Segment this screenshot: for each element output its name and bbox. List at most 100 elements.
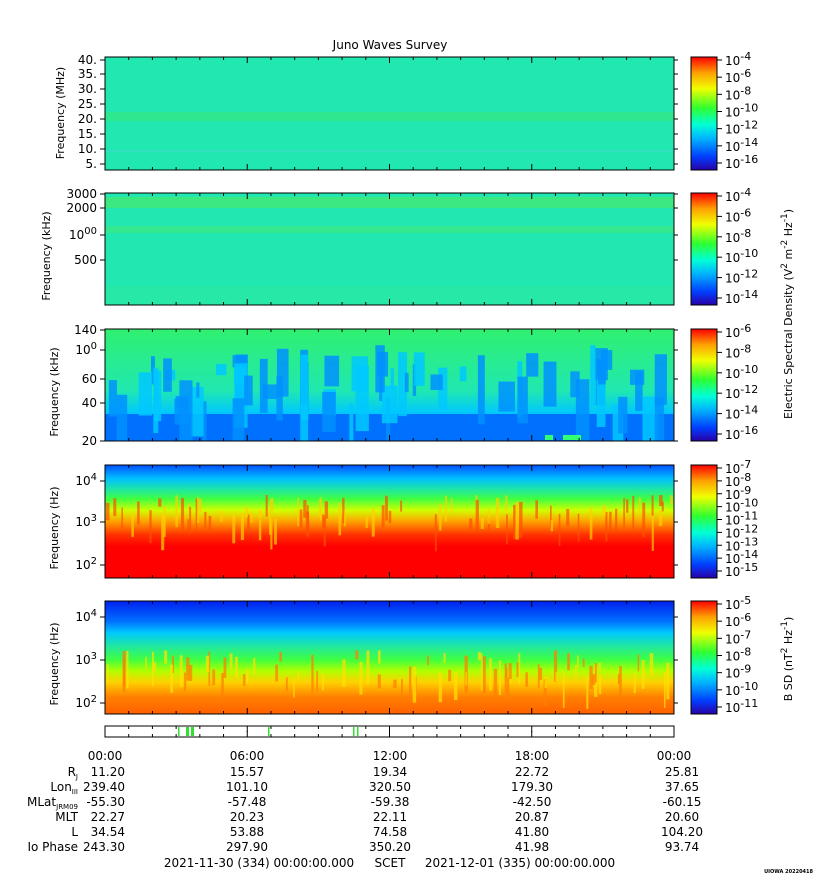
ytick-label: 102 <box>75 556 97 572</box>
panel-5-streak <box>275 664 279 682</box>
panel-5-streak <box>293 677 295 698</box>
panel-5-streak <box>619 666 622 700</box>
panel-4-streak <box>651 514 654 551</box>
colorbar-label: 10-12 <box>725 268 758 286</box>
panel-5-streak <box>477 652 481 661</box>
ephemeris-value: 22.11 <box>373 810 407 824</box>
panel-4-streak <box>338 502 342 536</box>
panel-4-streak <box>319 498 322 518</box>
panel-2-band-1100khz <box>105 226 674 233</box>
panel-4-streak <box>232 514 236 544</box>
colorbar-label: 10-10 <box>725 363 758 381</box>
panel-5-streak <box>223 657 227 678</box>
panel-5-streak <box>188 664 193 681</box>
panel-5-streak <box>567 653 570 671</box>
panel-5-streak <box>493 668 498 698</box>
panel-3-patch <box>259 358 268 413</box>
panel-5-streak <box>427 655 429 666</box>
panel-5-streak <box>377 674 381 689</box>
panel-4-streak <box>642 502 646 538</box>
panel-4-colorbar <box>690 464 718 579</box>
panel-4-streak <box>450 497 453 514</box>
panel-4-streak <box>245 507 249 518</box>
panel-3-patch <box>390 368 395 390</box>
colorbar-label: 10-14 <box>725 136 758 154</box>
ephemeris-row-label: LonIII <box>50 780 78 796</box>
panel-5-streak <box>489 658 492 691</box>
panel-5-ylabel: Frequency (Hz) <box>48 623 61 706</box>
panel-5-streak <box>172 655 174 674</box>
panel-5-streak <box>393 679 397 689</box>
panel-5-streak <box>342 659 346 688</box>
panel-3-patch <box>381 385 398 424</box>
ephemeris-value: 297.90 <box>226 840 268 854</box>
panel-5-streak <box>448 669 452 682</box>
panel-3-patch <box>196 382 200 398</box>
panel-4-streak <box>515 501 519 540</box>
panel-4-streak <box>365 516 368 528</box>
panel-4-streak <box>106 502 110 521</box>
panel-4-streak <box>299 509 303 528</box>
panel-3-patch <box>202 401 207 441</box>
panel-4-streak <box>250 510 253 523</box>
colorbar-label: 10-4 <box>725 50 751 68</box>
panel-3-patch <box>654 354 667 405</box>
panel-3-patch <box>300 354 309 420</box>
ephemeris-value: 93.74 <box>665 840 699 854</box>
panel-5-streak <box>591 674 596 685</box>
panel-5-streak <box>649 653 654 676</box>
panel-4-streak <box>306 505 309 533</box>
panel-5-streak <box>321 673 324 690</box>
ephemeris-value: -55.30 <box>86 795 125 809</box>
panel-4-streak <box>269 510 272 535</box>
panel-3-patch <box>324 355 340 387</box>
panel-4-streak <box>199 498 202 512</box>
panel-4-streak <box>445 495 448 522</box>
mode-mark <box>186 727 189 736</box>
panel-3-patch <box>601 350 613 370</box>
colorbar-label: 10-11 <box>725 697 758 715</box>
footer-scet: SCET <box>375 856 407 870</box>
colorbar-label: 10-6 <box>725 67 751 85</box>
time-label: 12:00 <box>373 749 408 763</box>
panel-3-patch <box>612 404 624 441</box>
panel-4-streak <box>506 514 508 545</box>
panel-4-streak <box>303 499 307 518</box>
panel-4: Frequency (Hz) 104 103 102 10-710-810-910-… <box>48 458 758 579</box>
electric-colorbar-title: Electric Spectral Density (V2 m-2 Hz-1) <box>780 209 795 419</box>
panel-4-streak <box>371 508 375 537</box>
panel-4-streak <box>658 510 663 527</box>
panel-2-colorbar-labels: 10-4 10-6 10-8 10-10 10-12 10-14 <box>717 186 758 306</box>
panel-5-streak <box>506 677 510 701</box>
panel-5-streak <box>229 653 233 670</box>
panel-4-streak <box>113 498 117 517</box>
ytick-label: 40 <box>82 396 97 410</box>
ephemeris-row-label: RJ <box>68 765 78 781</box>
ephemeris-value: 53.88 <box>230 825 264 839</box>
panel-3-patch <box>163 358 172 392</box>
panel-3-patch <box>438 367 448 411</box>
panel-4-streak <box>324 501 329 519</box>
panel-4-streak <box>180 497 185 532</box>
ephemeris-value: 239.40 <box>83 780 125 794</box>
panel-3-patch <box>138 372 153 416</box>
panel-5-streak <box>297 670 300 680</box>
colorbar-label: 10-4 <box>725 186 751 204</box>
panel-4-streak <box>513 504 517 540</box>
ytick-label: 40. <box>78 53 97 67</box>
time-label: 18:00 <box>515 749 550 763</box>
ephemeris-row-label: L <box>71 825 78 839</box>
panel-5-streak <box>243 674 246 687</box>
panel-5-streak <box>106 664 109 684</box>
panel-5-streak <box>359 661 363 695</box>
panel-4-streak <box>609 511 612 531</box>
panel-4-colorbar-labels: 10-710-810-910-1010-1110-1210-1310-1410-… <box>717 458 758 579</box>
panel-4-streak <box>487 508 491 524</box>
panel-4-streak <box>632 495 635 529</box>
colorbar-label: 10-7 <box>725 628 751 646</box>
panel-2-ylabel: Frequency (kHz) <box>40 211 53 300</box>
ephemeris-value: 11.20 <box>91 765 125 779</box>
ephemeris-value: 20.23 <box>230 810 264 824</box>
